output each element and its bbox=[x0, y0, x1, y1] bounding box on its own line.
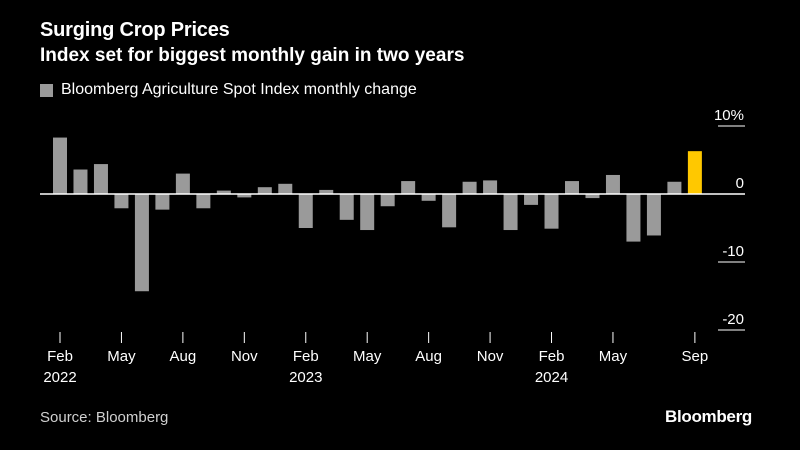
x-year-label: 2023 bbox=[289, 369, 322, 386]
bar bbox=[155, 194, 170, 210]
source-note: Source: Bloomberg bbox=[40, 409, 169, 426]
bloomberg-logo: Bloomberg bbox=[664, 407, 752, 426]
y-tick-label: 0 bbox=[736, 175, 744, 192]
bars-group bbox=[53, 137, 702, 292]
x-tick-label: Aug bbox=[415, 348, 442, 365]
legend: Bloomberg Agriculture Spot Index monthly… bbox=[40, 81, 417, 99]
x-tick-label: Nov bbox=[477, 348, 504, 365]
x-tick-label: Feb bbox=[539, 348, 565, 365]
x-tick-label: May bbox=[107, 348, 136, 365]
x-tick-label: Feb bbox=[293, 348, 319, 365]
bar bbox=[196, 194, 211, 209]
y-tick-label: -20 bbox=[722, 311, 744, 328]
bar bbox=[626, 194, 641, 242]
bar bbox=[278, 183, 293, 194]
x-tick-label: Nov bbox=[231, 348, 258, 365]
y-tick-label: 10% bbox=[714, 107, 744, 124]
x-tick-label: Aug bbox=[170, 348, 197, 365]
x-tick-label: Sep bbox=[682, 348, 709, 365]
x-tick-label: May bbox=[353, 348, 382, 365]
x-tick-label: May bbox=[599, 348, 628, 365]
bar bbox=[605, 174, 620, 194]
bar bbox=[544, 194, 559, 229]
y-axis: 10% 0 -10 -20 bbox=[714, 107, 745, 331]
bar bbox=[339, 194, 354, 220]
legend-label: Bloomberg Agriculture Spot Index monthly… bbox=[61, 81, 417, 98]
bar bbox=[565, 181, 579, 194]
legend-swatch bbox=[40, 83, 53, 97]
bar-highlight bbox=[687, 151, 702, 194]
bar bbox=[93, 164, 108, 194]
bar bbox=[319, 189, 334, 194]
bar bbox=[257, 187, 272, 194]
bar bbox=[216, 190, 231, 194]
bar bbox=[237, 194, 252, 198]
bar bbox=[524, 194, 539, 205]
y-tick-label: -10 bbox=[722, 243, 744, 260]
bar bbox=[462, 181, 477, 194]
x-year-label: 2024 bbox=[535, 369, 568, 386]
bar bbox=[667, 181, 682, 194]
bar bbox=[483, 180, 498, 194]
bar bbox=[401, 181, 416, 194]
x-axis: Feb 2022 May Aug Nov Feb 2023 May Aug Nov Feb 2024 M… bbox=[43, 332, 708, 386]
bar bbox=[503, 194, 518, 231]
bar bbox=[73, 169, 88, 194]
bar bbox=[360, 194, 375, 231]
bar bbox=[646, 194, 661, 236]
bar bbox=[298, 194, 313, 228]
bar bbox=[134, 194, 149, 292]
bar bbox=[114, 194, 129, 209]
bar bbox=[380, 194, 395, 207]
x-year-label: 2022 bbox=[43, 369, 76, 386]
bar bbox=[442, 194, 457, 228]
x-tick-label: Feb bbox=[47, 348, 73, 365]
chart-subtitle: Index set for biggest monthly gain in tw… bbox=[40, 45, 465, 66]
bar bbox=[175, 173, 190, 194]
chart-title: Surging Crop Prices bbox=[40, 19, 230, 41]
bar bbox=[585, 194, 600, 199]
bar bbox=[421, 194, 436, 201]
bar bbox=[53, 137, 67, 194]
